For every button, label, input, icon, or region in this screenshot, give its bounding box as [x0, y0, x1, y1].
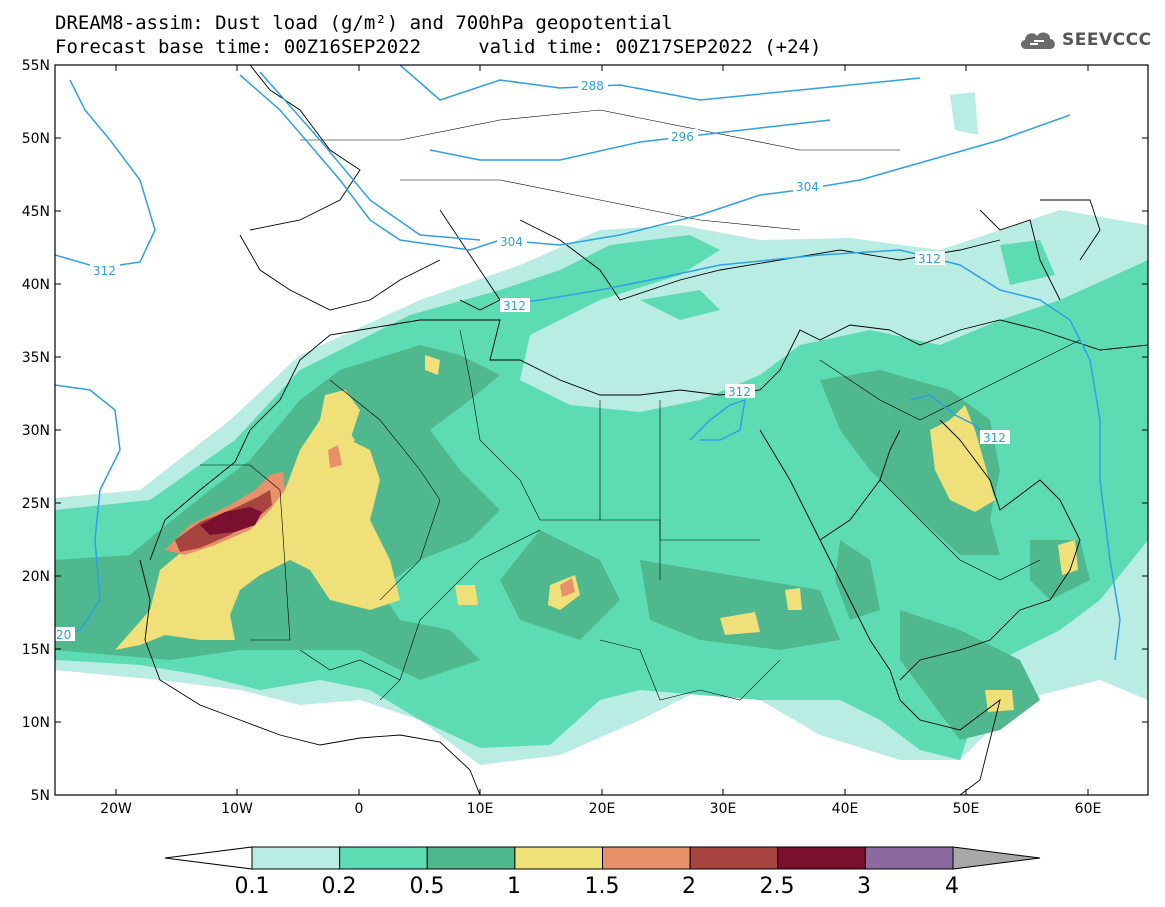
lat-label: 35N — [22, 350, 50, 366]
lat-label: 40N — [22, 277, 50, 293]
lon-label: 60E — [1075, 801, 1102, 817]
legend-level: 0.1 — [235, 874, 270, 899]
cloud-icon — [1020, 32, 1055, 49]
lon-label: 30E — [710, 801, 737, 817]
legend-level: 2 — [682, 874, 696, 899]
colorbar-bin — [864, 846, 954, 870]
contour-label: 304 — [796, 180, 819, 194]
lat-label: 55N — [22, 58, 50, 74]
longitude-axis: 20W 10W 0 10E 20E 30E 40E 50E 60E — [100, 65, 1101, 817]
lat-label: 50N — [22, 131, 50, 147]
contour-labels: 288 296 304 304 312 312 312 312 312 20 — [55, 78, 1010, 642]
contour-label: 304 — [500, 235, 523, 249]
seevccc-logo: SEEVCCC — [1018, 26, 1152, 54]
color-bar: 0.1 0.2 0.5 1 1.5 2 2.5 3 4 — [164, 846, 1041, 899]
lat-label: 5N — [31, 788, 50, 804]
legend-level: 1 — [507, 874, 521, 899]
contour-label: 312 — [983, 431, 1006, 445]
lon-label: 0 — [355, 801, 364, 817]
map-area: 288 296 304 304 312 312 312 312 312 20 — [55, 65, 1148, 795]
contour-label: 296 — [671, 130, 694, 144]
contour-label: 288 — [581, 79, 604, 93]
lon-label: 50E — [953, 801, 980, 817]
legend-level: 1.5 — [585, 874, 620, 899]
latitude-axis: 55N 50N 45N 40N 35N 30N 25N 20N 15N 10N … — [22, 58, 1148, 804]
legend-level: 4 — [945, 874, 959, 899]
colorbar-bin — [777, 846, 866, 870]
country-borders — [200, 109, 1081, 701]
contour-label: 312 — [93, 264, 116, 278]
lon-label: 10W — [221, 801, 253, 817]
contour-label: 20 — [56, 628, 71, 642]
legend-level: 2.5 — [760, 874, 795, 899]
lon-label: 20E — [589, 801, 616, 817]
lon-label: 20W — [100, 801, 132, 817]
colorbar-right-arrow — [952, 846, 1041, 870]
dust-shading-2.5 — [200, 507, 262, 535]
lat-label: 15N — [22, 642, 50, 658]
colorbar-bin — [689, 846, 779, 870]
colorbar-bin — [426, 846, 516, 870]
legend-level: 0.2 — [322, 874, 357, 899]
lat-label: 20N — [22, 569, 50, 585]
contour-label: 312 — [728, 385, 751, 399]
lon-label: 10E — [467, 801, 494, 817]
map-subtitle: Forecast base time: 00Z16SEP2022 valid t… — [55, 36, 822, 58]
colorbar-bin — [514, 846, 603, 870]
lat-label: 10N — [22, 715, 50, 731]
lat-label: 45N — [22, 204, 50, 220]
coastlines — [139, 65, 1148, 795]
contour-label: 312 — [503, 299, 526, 313]
map-title: DREAM8-assim: Dust load (g/m²) and 700hP… — [55, 12, 673, 34]
colorbar-bin — [339, 846, 428, 870]
colorbar-bin — [602, 846, 691, 870]
contour-label: 312 — [918, 252, 941, 266]
logo-text: SEEVCCC — [1062, 30, 1152, 50]
colorbar-bin — [251, 846, 341, 870]
lat-label: 30N — [22, 423, 50, 439]
lat-label: 25N — [22, 496, 50, 512]
legend-level: 3 — [857, 874, 871, 899]
legend-level: 0.5 — [410, 874, 445, 899]
colorbar-left-arrow — [164, 846, 253, 870]
lon-label: 40E — [832, 801, 859, 817]
